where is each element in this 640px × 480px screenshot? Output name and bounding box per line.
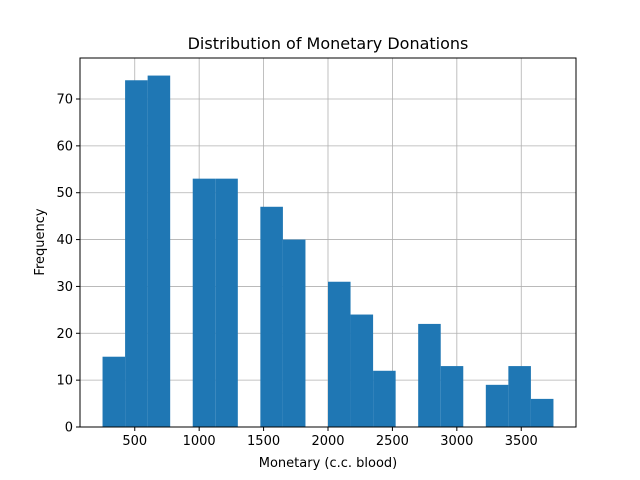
x-tick-label: 1500 — [247, 434, 280, 449]
histogram-bar — [260, 206, 283, 427]
histogram-bar — [350, 314, 374, 427]
y-axis-ticks: 0 10 20 30 40 50 60 70 — [56, 93, 80, 436]
x-axis-label: Monetary (c.c. blood) — [259, 456, 398, 471]
y-tick-label: 60 — [56, 139, 73, 154]
y-tick-label: 70 — [56, 93, 73, 108]
histogram-bar — [440, 366, 464, 427]
chart-title: Distribution of Monetary Donations — [188, 34, 469, 53]
bars — [102, 75, 554, 428]
y-tick-label: 0 — [65, 421, 73, 436]
y-tick-label: 20 — [56, 327, 73, 342]
x-axis-ticks: 500 1000 1500 2000 2500 3000 3500 — [122, 427, 538, 449]
histogram-bar — [485, 384, 509, 427]
x-tick-label: 3500 — [505, 434, 538, 449]
histogram-bar — [102, 356, 126, 427]
histogram-bar — [373, 370, 396, 427]
y-tick-label: 10 — [56, 374, 73, 389]
x-tick-label: 3000 — [440, 434, 473, 449]
histogram-bar — [147, 75, 171, 428]
x-tick-label: 2500 — [376, 434, 409, 449]
histogram-bar — [192, 178, 216, 427]
y-tick-label: 30 — [56, 280, 73, 295]
x-tick-label: 1000 — [183, 434, 216, 449]
y-tick-label: 50 — [56, 186, 73, 201]
histogram-bar — [125, 80, 148, 427]
histogram-bar — [530, 398, 554, 427]
histogram-bar — [328, 281, 351, 427]
histogram-bar — [282, 239, 306, 427]
histogram-bar — [508, 366, 531, 427]
y-axis-label: Frequency — [33, 208, 48, 275]
x-tick-label: 500 — [122, 434, 147, 449]
histogram-bar — [215, 178, 238, 427]
histogram-bar — [418, 323, 441, 427]
y-tick-label: 40 — [56, 233, 73, 248]
x-tick-label: 2000 — [311, 434, 344, 449]
